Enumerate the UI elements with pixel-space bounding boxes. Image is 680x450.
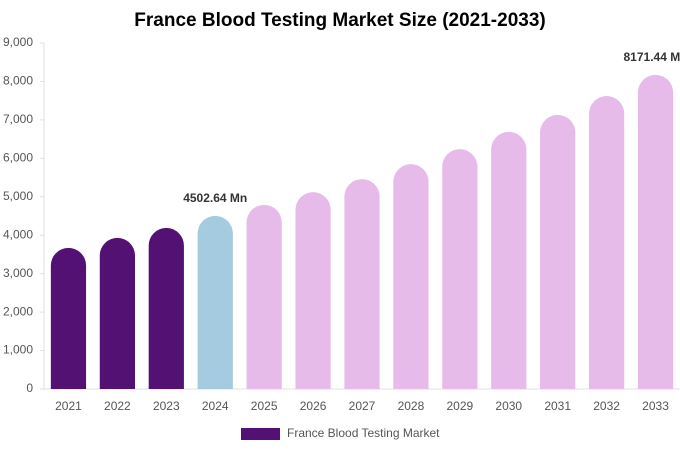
y-tick-label: 0 — [26, 381, 33, 395]
y-tick-label: 5,000 — [3, 189, 33, 203]
bar — [637, 74, 674, 390]
bar — [589, 96, 625, 390]
bar — [246, 204, 282, 389]
x-tick-label: 2031 — [544, 399, 571, 413]
x-tick-label: 2027 — [349, 399, 376, 413]
x-tick-label: 2023 — [153, 399, 180, 413]
legend-swatch — [241, 428, 280, 440]
data-label: 4502.64 Mn — [183, 191, 247, 205]
x-tick-label: 2033 — [642, 399, 669, 413]
bar — [344, 179, 380, 389]
chart-title: France Blood Testing Market Size (2021-2… — [134, 10, 545, 31]
bar — [393, 164, 429, 389]
x-tick-label: 2024 — [202, 399, 229, 413]
data-label: 8171.44 Mn — [624, 50, 680, 64]
x-tick-label: 2028 — [398, 399, 425, 413]
bar — [50, 247, 87, 389]
bar — [148, 227, 184, 389]
bar — [540, 114, 576, 389]
x-tick-label: 2032 — [593, 399, 620, 413]
y-tick-label: 1,000 — [3, 343, 33, 357]
x-tick-label: 2030 — [495, 399, 522, 413]
bar — [99, 237, 135, 389]
y-tick-label: 6,000 — [3, 151, 33, 165]
y-tick-label: 2,000 — [3, 304, 33, 318]
y-tick-label: 4,000 — [3, 227, 33, 241]
bar — [491, 131, 527, 389]
x-tick-label: 2021 — [55, 399, 82, 413]
legend-label: France Blood Testing Market — [287, 426, 440, 440]
y-tick-label: 8,000 — [3, 74, 33, 88]
x-tick-label: 2026 — [300, 399, 327, 413]
x-tick-label: 2022 — [104, 399, 131, 413]
bar — [197, 215, 233, 389]
bar — [442, 149, 478, 389]
x-tick-label: 2025 — [251, 399, 278, 413]
y-tick-label: 9,000 — [3, 35, 33, 49]
x-tick-label: 2029 — [446, 399, 473, 413]
y-tick-label: 7,000 — [3, 112, 33, 126]
bar — [295, 192, 331, 389]
y-tick-label: 3,000 — [3, 266, 33, 280]
